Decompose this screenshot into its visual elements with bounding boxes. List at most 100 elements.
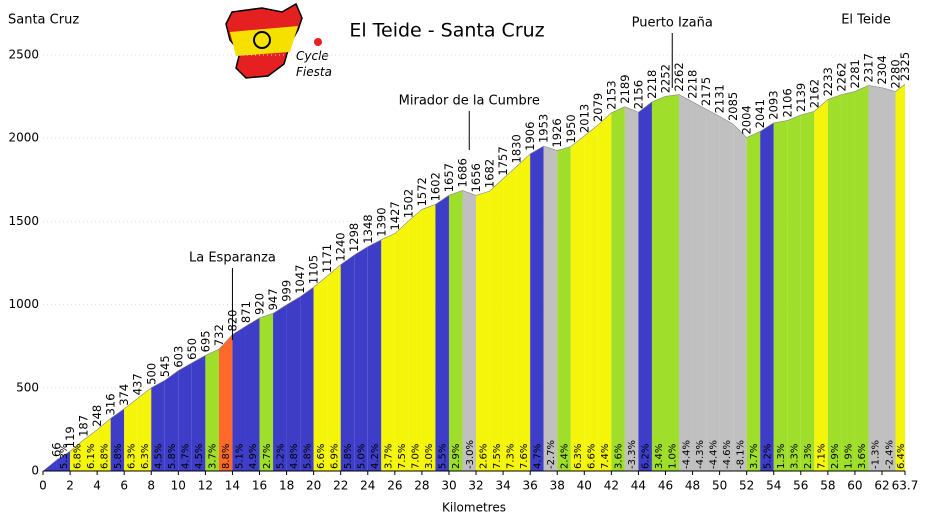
x-tick-label: 52 [739,479,754,493]
gradient-segment [895,84,905,472]
gradient-segment [476,191,490,471]
elevation-label: 947 [266,288,280,310]
x-axis-title: Kilometres [442,501,506,515]
gradient-label: 7.0% [411,444,422,469]
y-tick-label: 500 [16,380,39,394]
gradient-label: 4.7% [532,444,543,469]
x-tick-label: 20 [306,479,321,493]
gradient-label: 6.2% [641,444,652,469]
gradient-label: -8.1% [735,440,746,469]
y-tick-label: 0 [31,464,39,478]
gradient-segment [191,355,206,471]
x-tick-label: 34 [495,479,510,493]
gradient-segment [56,451,71,471]
gradient-segment [340,255,355,471]
gradient-segment [273,304,287,471]
logo-wheel [253,31,271,49]
gradient-segment [624,106,639,471]
elevation-label: 2093 [767,90,781,119]
elevation-label: 2281 [848,59,862,88]
end-label: El Teide [841,13,891,28]
logo: Cycle Fiesta [225,2,332,79]
gradient-label: 6.4% [896,444,907,469]
elevation-label: 920 [253,293,267,315]
gradient-label: 7.3% [505,444,516,469]
elevation-label: 1602 [428,172,442,201]
logo-text: Fiesta [296,65,332,79]
elevation-label: 1656 [469,163,483,192]
gradient-label: 2.9% [830,444,841,469]
gradient-label: 5.0% [357,444,368,469]
x-tick-label: 4 [93,479,101,493]
x-tick-label: 63.7 [892,479,919,493]
gradient-segment [245,317,260,471]
elevation-label: 1298 [347,223,361,252]
gradient-label: -1.3% [871,440,882,469]
elevation-label: 732 [212,324,226,346]
start-label: Santa Cruz [8,13,79,28]
gradient-label: 4.7% [181,444,192,469]
gradient-segment [706,109,720,471]
gradient-label: 6.6% [587,444,598,469]
gradient-label: 4.9% [248,444,259,469]
x-tick-label: 12 [198,479,213,493]
gradient-label: -3.0% [465,440,476,469]
gradient-label: 5.1% [235,444,246,469]
gradient-label: 5.3% [59,444,70,469]
gradient-segment [543,146,558,471]
elevation-label: 1502 [401,189,415,218]
gradient-segment [313,276,328,471]
gradient-segment [259,313,274,471]
elevation-label: 545 [158,355,172,377]
elevation-label: 248 [90,405,104,427]
gradient-segment [651,96,666,471]
gradient-segment [408,209,422,472]
x-tick-label: 44 [631,479,646,493]
logo-stripe [230,26,298,56]
elevation-label: 2156 [631,80,645,109]
gradient-segment [327,264,341,471]
x-tick-label: 62 [874,479,889,493]
gradient-segment [557,146,571,471]
gradient-label: 8.8% [221,444,232,469]
x-tick-label: 8 [147,479,155,493]
gradient-segment [300,287,314,471]
elevation-label: 2262 [834,62,848,91]
gradient-label: -2.7% [546,440,557,469]
elevation-label: 1953 [537,114,551,143]
gradient-label: -4.4% [708,440,719,469]
gradient-segment [83,429,98,471]
elevation-label: 871 [239,301,253,323]
gradient-label: 3.7% [384,444,395,469]
elevation-label: 2280 [889,59,903,88]
elevation-label: 1830 [510,134,524,163]
gradient-segment [760,122,774,472]
x-tick-label: 46 [658,479,673,493]
gradient-segment [137,387,152,471]
gradient-segment [814,99,828,471]
gradient-segment [421,204,436,472]
chart-title: El Teide - Santa Cruz [349,20,544,42]
x-tick-label: 24 [360,479,375,493]
elevation-label: 1240 [334,232,348,261]
elevation-label: 1427 [388,201,402,230]
gradient-label: -4.6% [722,440,733,469]
gradient-segment [462,190,477,472]
gradient-segment [503,166,517,471]
gradient-label: 6.8% [72,444,83,469]
gradient-segment [354,246,368,471]
gradient-label: 6.3% [126,444,137,469]
gradient-label: 3.0% [424,444,435,469]
elevation-label: 2106 [780,88,794,117]
gradient-segment [746,131,761,471]
elevation-label: 2153 [604,80,618,109]
x-tick-label: 10 [171,479,186,493]
x-tick-label: 38 [550,479,565,493]
gradient-label: 6.8% [99,444,110,469]
gradient-segment [232,326,246,471]
gradient-label: 3.7% [749,444,760,469]
logo-dot [314,38,322,46]
gradient-label: -4.4% [681,440,692,469]
start-segment [43,460,57,471]
annotation: Mirador de la Cumbre [399,94,540,109]
